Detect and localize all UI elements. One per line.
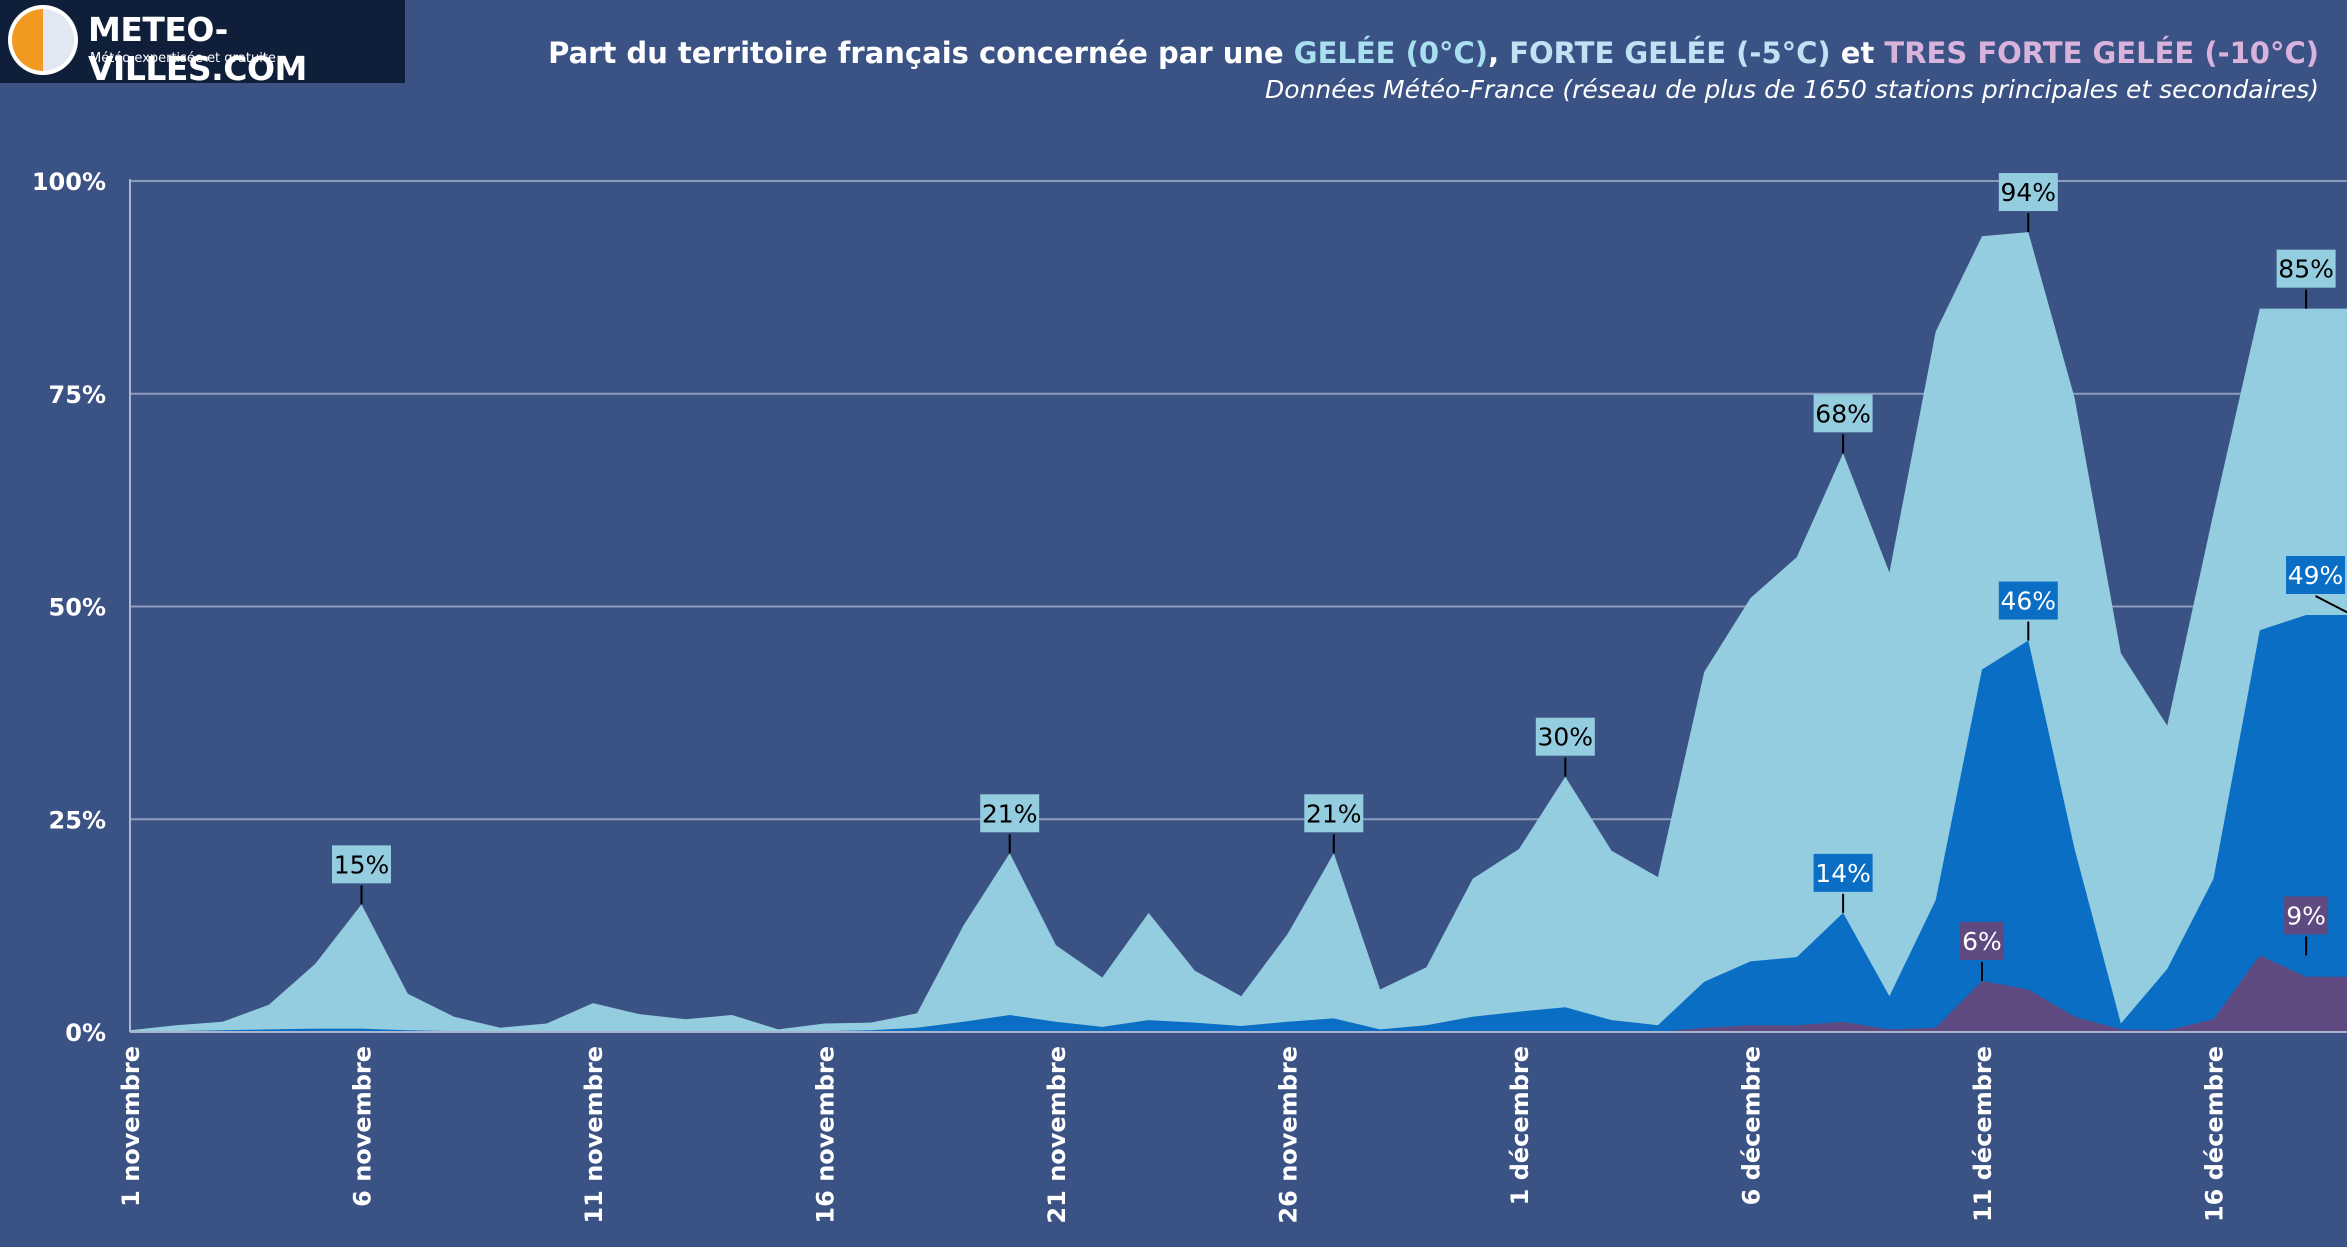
y-tick-label: 75%: [49, 381, 106, 409]
y-tick-label: 50%: [49, 594, 106, 622]
x-tick-label: 11 novembre: [580, 1046, 608, 1224]
data-label: 68%: [1815, 399, 1871, 428]
title-separator: ,: [1488, 36, 1510, 70]
site-logo[interactable]: METEO-VILLES.COM Météo expertisée et gra…: [0, 0, 405, 88]
data-label-box: [980, 794, 1040, 833]
data-label: 85%: [2278, 255, 2334, 284]
x-tick-label: 1 novembre: [117, 1046, 145, 1207]
leader-line: [2315, 595, 2347, 614]
x-tick-label: 6 novembre: [349, 1046, 377, 1207]
x-tick-label: 21 novembre: [1043, 1046, 1071, 1224]
area-gelee: [130, 232, 2347, 1032]
site-name: METEO-VILLES.COM: [88, 10, 307, 88]
data-label: 6%: [1962, 927, 2002, 956]
data-label: 30%: [1538, 723, 1594, 752]
x-tick-label: 11 décembre: [1969, 1046, 1997, 1222]
site-tagline: Météo expertisée et gratuite: [90, 51, 276, 66]
data-label-box: [1960, 921, 2004, 960]
data-labels: 15% 21% 21% 30% 68% 94% 85% 14% 46% 49% 6% 9%: [332, 173, 2347, 981]
data-label: 46%: [2001, 587, 2057, 616]
chart-subtitle: Données Météo-France (réseau de plus de …: [1265, 75, 2319, 104]
data-label-box: [332, 845, 391, 884]
axes: 0% 25% 50% 75% 100% 1 novembre 6 novembre 11 no…: [32, 168, 2347, 1224]
data-label: 14%: [1815, 859, 1871, 888]
title-gelee: GELÉE (0°C): [1293, 36, 1489, 70]
data-label: 94%: [2001, 178, 2057, 207]
x-tick-label: 1 décembre: [1506, 1046, 1534, 1205]
title-et: et: [1830, 36, 1885, 70]
data-label: 9%: [2286, 901, 2326, 930]
data-label-box: [1998, 581, 2058, 620]
data-label-box: [1304, 794, 1364, 833]
data-label-box: [2276, 249, 2336, 288]
data-label: 49%: [2288, 561, 2344, 590]
x-tick-label: 16 décembre: [2201, 1046, 2229, 1222]
data-label-box: [1813, 853, 1873, 892]
x-tick-label: 6 décembre: [1738, 1046, 1766, 1205]
area-series: [130, 232, 2347, 1032]
data-label: 21%: [982, 799, 1038, 828]
data-label-box: [2286, 556, 2345, 595]
x-tick-label: 16 novembre: [812, 1046, 840, 1224]
area-forte_gelee: [130, 615, 2347, 1032]
data-label-box: [1998, 173, 2058, 212]
x-tick-label: 26 novembre: [1275, 1046, 1303, 1224]
data-label-box: [2284, 896, 2329, 935]
title-prefix: Part du territoire français concernée pa…: [548, 36, 1294, 70]
data-label: 21%: [1306, 799, 1362, 828]
chart-title: Part du territoire français concernée pa…: [548, 36, 2319, 70]
y-tick-label: 0%: [65, 1019, 106, 1047]
y-tick-label: 25%: [49, 806, 106, 834]
data-label-box: [1813, 394, 1873, 433]
half-sun-icon: [8, 5, 78, 75]
title-tres-forte-gelee: TRES FORTE GELÉE (-10°C): [1884, 36, 2319, 70]
data-label-box: [1535, 717, 1595, 756]
y-tick-label: 100%: [32, 168, 106, 196]
data-label: 15%: [334, 850, 390, 879]
title-forte-gelee: FORTE GELÉE (-5°C): [1509, 36, 1831, 70]
